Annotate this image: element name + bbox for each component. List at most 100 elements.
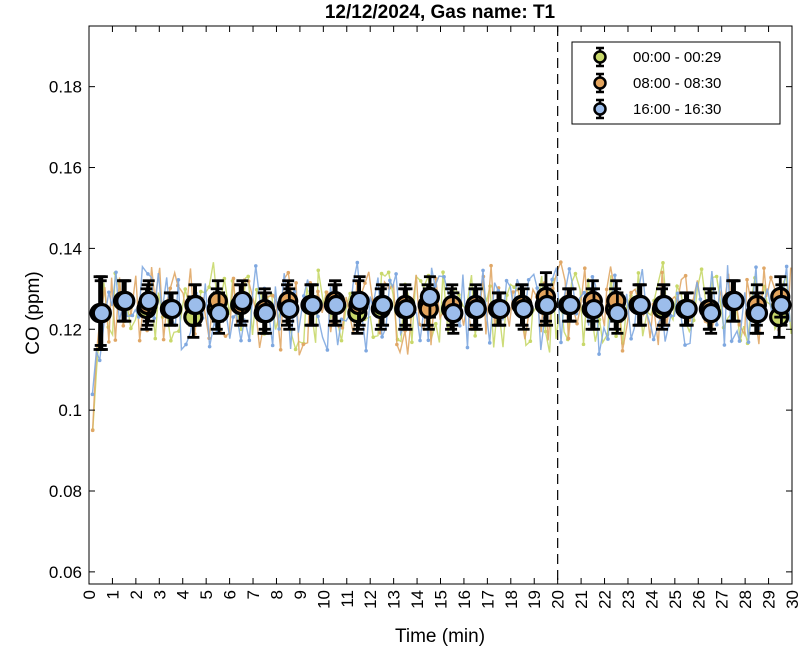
raw-point [526,278,531,282]
raw-point [473,334,477,338]
legend-item: 08:00 - 08:30 [593,72,721,94]
raw-point [784,264,789,269]
errorbar-point [349,275,370,327]
raw-point [114,270,118,275]
raw-point [394,272,398,276]
legend-label: 08:00 - 08:30 [633,75,721,92]
x-tick-label: 23 [619,590,638,609]
x-tick-label: 7 [244,590,263,599]
errorbar-point [208,291,230,335]
raw-point [535,286,540,290]
errorbar-point [302,283,323,327]
raw-point [363,281,367,285]
raw-point [606,337,610,341]
x-axis-label: Time (min) [395,626,485,647]
raw-point [629,336,633,341]
legend-label: 16:00 - 16:30 [633,101,721,118]
raw-point [737,322,742,327]
raw-point [348,291,352,296]
raw-point [675,284,679,288]
raw-point [698,297,703,301]
raw-point [597,352,601,356]
raw-point [511,290,515,294]
raw-point [129,326,133,331]
raw-point [675,291,680,296]
errorbar-point [162,291,183,327]
legend-label: 00:00 - 00:29 [633,49,721,66]
x-tick-label: 12 [361,590,380,609]
x-tick-label: 30 [783,590,800,609]
x-tick-label: 10 [314,590,333,609]
raw-point [699,267,704,272]
legend-item: 00:00 - 00:29 [593,46,721,68]
y-tick-label: 0.12 [49,320,82,339]
x-tick-label: 28 [736,590,755,609]
raw-point [130,313,135,318]
raw-point [293,347,298,352]
errorbar-point [466,287,487,331]
x-tick-label: 27 [713,590,732,609]
raw-point [316,289,320,294]
raw-point [388,278,392,283]
errorbar-point [490,291,511,327]
x-tick-label: 8 [267,590,286,599]
errorbar-point [513,287,534,331]
raw-point [769,275,773,280]
raw-point [559,260,563,265]
raw-point [152,316,156,320]
errorbar-point [443,291,464,335]
errorbar-point [701,291,722,335]
raw-point [324,290,329,295]
x-tick-label: 25 [666,590,685,609]
y-tick-label: 0.1 [58,401,82,420]
raw-point [113,338,118,342]
raw-point [722,343,727,347]
raw-point [487,341,492,345]
raw-point [371,335,376,339]
y-axis-label: CO (ppm) [23,271,44,354]
errorbar-point [607,291,628,335]
raw-point [410,340,414,345]
x-tick-label: 2 [127,590,146,599]
x-tick-label: 15 [432,590,451,609]
y-tick-label: 0.06 [49,563,82,582]
x-tick-label: 3 [150,590,169,599]
errorbar-point [185,283,206,327]
x-tick-label: 17 [478,590,497,609]
errorbar-point [747,291,769,335]
x-tick-label: 6 [221,590,240,599]
raw-point [566,336,571,341]
raw-point [339,338,344,343]
raw-point [573,271,578,276]
x-tick-label: 9 [291,590,310,599]
raw-point [620,349,625,353]
raw-point [278,347,283,352]
raw-point [583,266,587,271]
errorbar-point [677,291,698,327]
raw-point [729,339,734,343]
errorbar-point [255,291,276,335]
raw-point [504,278,509,283]
raw-point [246,274,251,279]
x-tick-label: 19 [525,590,544,609]
y-axis: 0.06 0.08 0.1 0.12 0.14 0.16 0.18 [49,78,792,582]
raw-point [207,285,211,289]
errorbar-point [326,283,347,327]
y-tick-label: 0.08 [49,482,82,501]
y-tick-label: 0.16 [49,159,82,178]
raw-point [121,323,126,328]
raw-point [683,273,688,278]
errorbar-point [372,283,394,327]
raw-point [395,342,399,347]
raw-point [604,287,609,292]
raw-point [231,315,236,319]
raw-point [550,277,554,282]
raw-series-line [91,262,791,395]
raw-point [146,272,150,276]
legend-item: 16:00 - 16:30 [593,98,721,120]
raw-point [90,428,95,433]
raw-point [316,314,320,319]
x-tick-label: 29 [760,590,779,609]
raw-point [489,263,493,268]
